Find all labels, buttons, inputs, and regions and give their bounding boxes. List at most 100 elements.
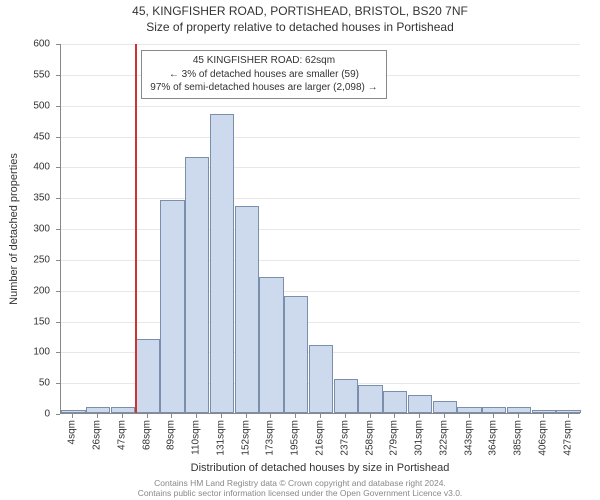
chart-container: 45, KINGFISHER ROAD, PORTISHEAD, BRISTOL… (0, 0, 600, 500)
y-tick-label: 600 (0, 39, 50, 50)
histogram-bar (358, 385, 382, 413)
histogram-bar (556, 410, 580, 413)
x-tick-label: 343sqm (463, 420, 474, 456)
x-tick-mark (493, 414, 494, 418)
x-tick-label: 195sqm (290, 420, 301, 456)
plot-area: 45 KINGFISHER ROAD: 62sqm← 3% of detache… (60, 44, 580, 414)
callout-line-1: 45 KINGFISHER ROAD: 62sqm (150, 54, 377, 68)
x-tick-label: 427sqm (562, 420, 573, 456)
x-tick-mark (122, 414, 123, 418)
x-tick-mark (196, 414, 197, 418)
y-tick-label: 350 (0, 193, 50, 204)
footer-attribution: Contains HM Land Registry data © Crown c… (0, 478, 600, 498)
histogram-bar (86, 407, 110, 413)
x-tick-mark (543, 414, 544, 418)
histogram-bar (185, 157, 209, 413)
x-tick-label: 279sqm (389, 420, 400, 456)
histogram-bar (111, 407, 135, 413)
y-tick-label: 50 (0, 378, 50, 389)
histogram-bar (160, 200, 184, 413)
x-tick-mark (444, 414, 445, 418)
x-tick-label: 173sqm (265, 420, 276, 456)
title-line-1: 45, KINGFISHER ROAD, PORTISHEAD, BRISTOL… (0, 4, 600, 20)
x-tick-label: 4sqm (67, 420, 78, 444)
x-tick-label: 406sqm (537, 420, 548, 456)
gridline (61, 291, 580, 292)
title-line-2: Size of property relative to detached ho… (0, 20, 600, 36)
x-tick-label: 26sqm (92, 420, 103, 450)
y-tick-label: 0 (0, 409, 50, 420)
histogram-bar (334, 379, 358, 413)
x-tick-label: 89sqm (166, 420, 177, 450)
histogram-bar (136, 339, 160, 413)
y-tick-label: 500 (0, 100, 50, 111)
histogram-bar (309, 345, 333, 413)
gridline (61, 106, 580, 107)
x-axis-label: Distribution of detached houses by size … (60, 462, 580, 474)
x-tick-mark (97, 414, 98, 418)
x-tick-mark (370, 414, 371, 418)
y-tick-label: 200 (0, 285, 50, 296)
x-tick-mark (72, 414, 73, 418)
y-tick-mark (56, 414, 60, 415)
y-tick-label: 400 (0, 162, 50, 173)
x-tick-label: 301sqm (414, 420, 425, 456)
x-tick-mark (246, 414, 247, 418)
x-tick-label: 131sqm (215, 420, 226, 456)
x-tick-mark (518, 414, 519, 418)
x-tick-label: 47sqm (116, 420, 127, 450)
x-tick-mark (221, 414, 222, 418)
x-tick-label: 110sqm (191, 420, 202, 455)
x-tick-mark (270, 414, 271, 418)
histogram-bar (433, 401, 457, 413)
x-tick-mark (568, 414, 569, 418)
x-tick-mark (345, 414, 346, 418)
x-tick-label: 216sqm (315, 420, 326, 456)
histogram-bar (408, 395, 432, 414)
x-tick-mark (171, 414, 172, 418)
x-tick-label: 364sqm (488, 420, 499, 456)
x-tick-mark (394, 414, 395, 418)
x-tick-label: 152sqm (240, 420, 251, 456)
gridline (61, 260, 580, 261)
gridline (61, 44, 580, 45)
histogram-bar (259, 277, 283, 413)
y-tick-label: 150 (0, 316, 50, 327)
x-tick-label: 258sqm (364, 420, 375, 456)
x-tick-label: 385sqm (513, 420, 524, 456)
x-tick-mark (295, 414, 296, 418)
histogram-bar (210, 114, 234, 413)
x-tick-label: 68sqm (141, 420, 152, 450)
footer-line-1: Contains HM Land Registry data © Crown c… (0, 478, 600, 488)
gridline (61, 137, 580, 138)
x-tick-mark (147, 414, 148, 418)
x-tick-mark (419, 414, 420, 418)
property-callout: 45 KINGFISHER ROAD: 62sqm← 3% of detache… (141, 50, 386, 99)
histogram-bar (482, 407, 506, 413)
footer-line-2: Contains public sector information licen… (0, 488, 600, 498)
gridline (61, 229, 580, 230)
y-tick-label: 300 (0, 224, 50, 235)
gridline (61, 198, 580, 199)
histogram-bar (284, 296, 308, 413)
y-tick-label: 550 (0, 69, 50, 80)
histogram-bar (507, 407, 531, 413)
histogram-bar (457, 407, 481, 413)
gridline (61, 322, 580, 323)
histogram-bar (532, 410, 556, 413)
x-tick-label: 237sqm (339, 420, 350, 456)
y-tick-label: 100 (0, 347, 50, 358)
y-tick-label: 450 (0, 131, 50, 142)
chart-title: 45, KINGFISHER ROAD, PORTISHEAD, BRISTOL… (0, 0, 600, 35)
gridline (61, 167, 580, 168)
histogram-bar (61, 410, 85, 413)
x-tick-mark (320, 414, 321, 418)
y-tick-label: 250 (0, 254, 50, 265)
property-marker-line (135, 44, 137, 413)
callout-line-3: 97% of semi-detached houses are larger (… (150, 81, 377, 95)
histogram-bar (235, 206, 259, 413)
callout-line-2: ← 3% of detached houses are smaller (59) (150, 68, 377, 82)
histogram-bar (383, 391, 407, 413)
x-tick-label: 322sqm (438, 420, 449, 456)
x-tick-mark (469, 414, 470, 418)
